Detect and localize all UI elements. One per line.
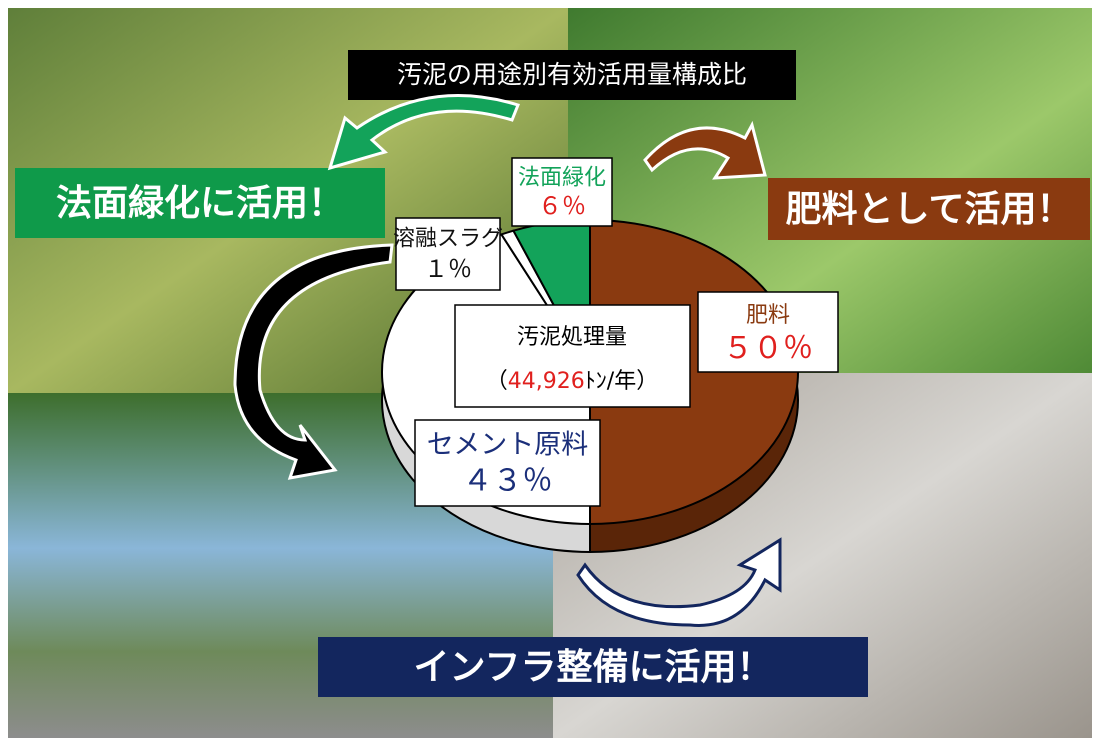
chart-title: 汚泥の用途別有効活用量構成比 [397, 60, 747, 89]
slice-value-label: １％ [424, 255, 472, 283]
slice-value-label: ５０％ [723, 331, 813, 366]
center-unit: ﾄﾝ/年） [585, 369, 658, 394]
total-value: 44,926 [508, 369, 585, 394]
slice-value-label: ４３％ [463, 463, 553, 498]
center-total: （44,926ﾄﾝ/年） [486, 369, 658, 394]
infographic: 汚泥の用途別有効活用量構成比肥料 ５０％ セメント原料４３％ 溶融スラグ １％ 法面緑化６… [0, 0, 1099, 745]
annotation: インフラ整備に活用！ [414, 647, 773, 688]
center-title: 汚泥処理量 [517, 325, 627, 350]
slice-label: セメント原料 [427, 429, 588, 460]
slice-label: 肥料 [746, 303, 790, 328]
annotation: 肥料として活用！ [786, 189, 1073, 230]
annotation: 法面緑化に活用！ [56, 183, 344, 224]
slice-label: 法面緑化 [518, 165, 606, 190]
slice-value-label: ６％ [538, 192, 586, 220]
slice-label: 溶融スラグ [393, 227, 503, 252]
center-open: （ [486, 369, 508, 394]
